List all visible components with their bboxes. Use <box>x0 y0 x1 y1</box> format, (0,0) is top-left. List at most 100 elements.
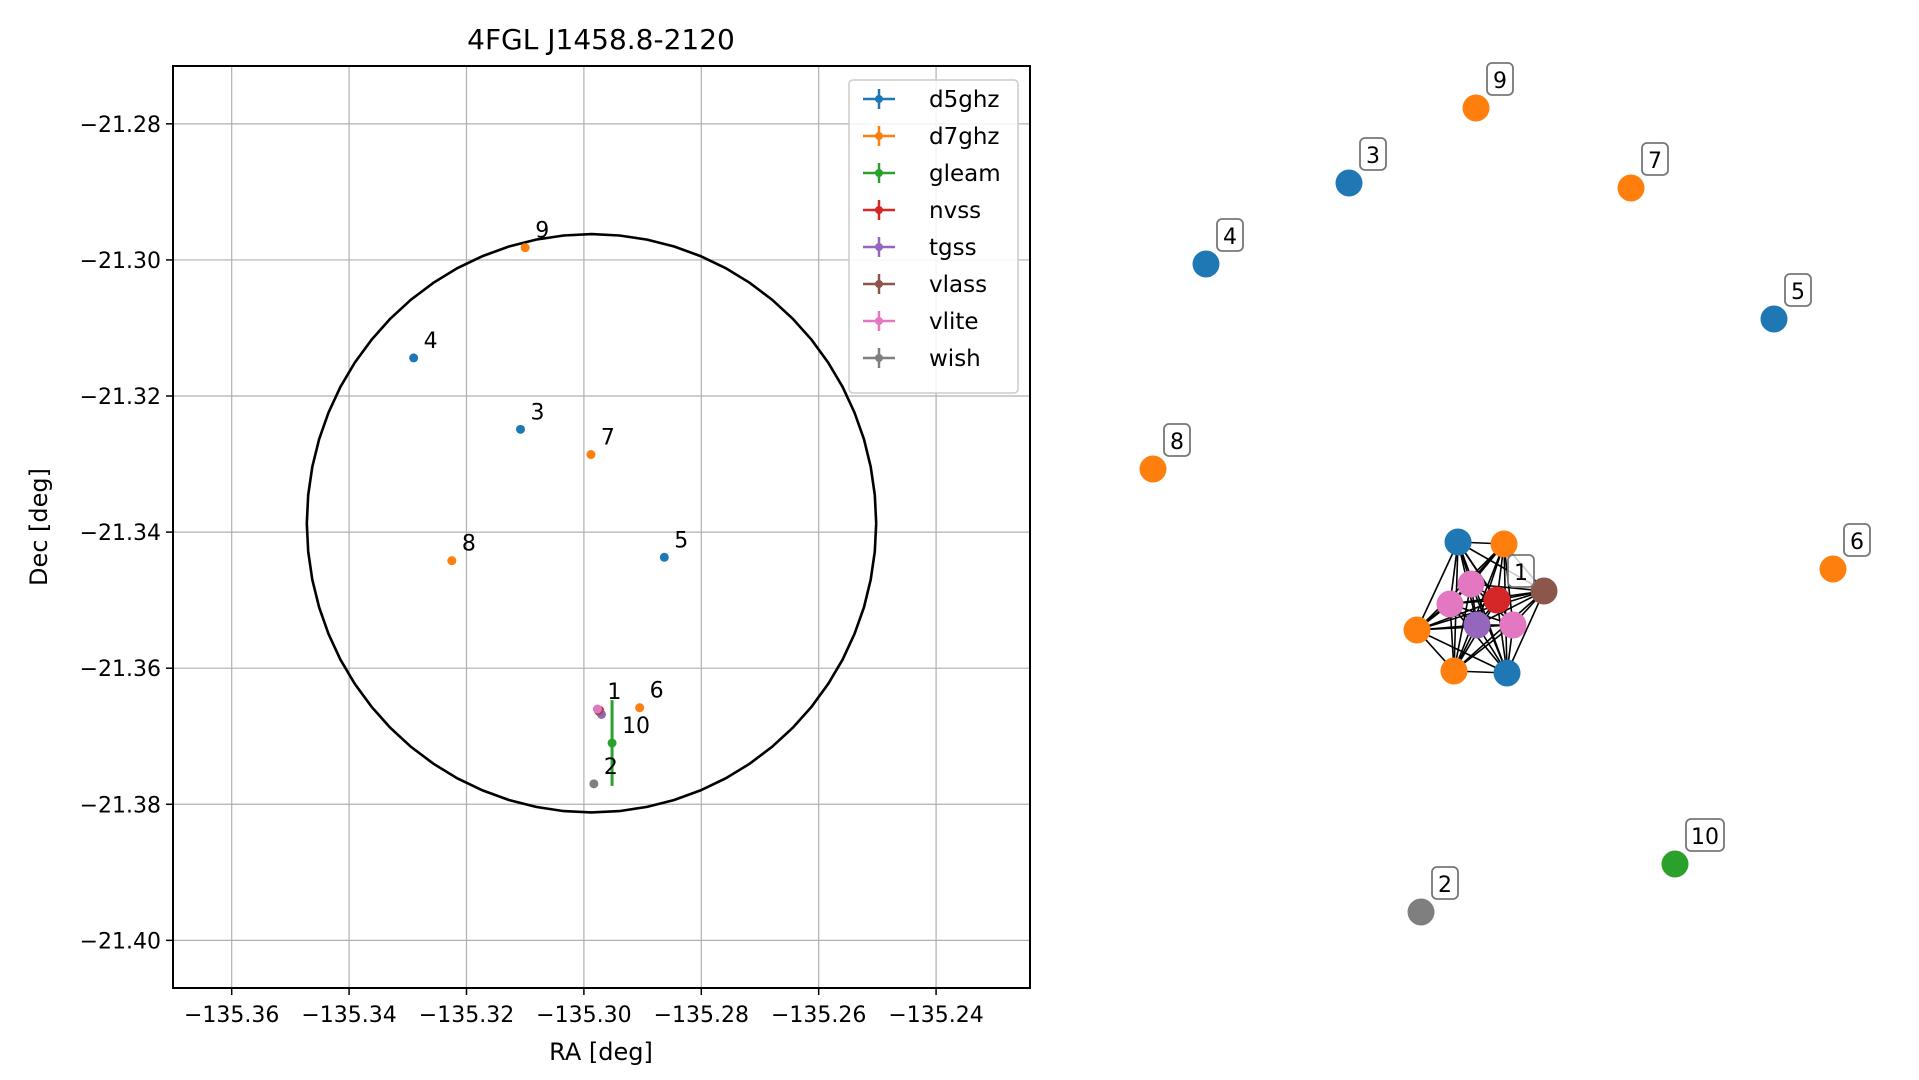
label-box <box>1507 554 1535 588</box>
legend-label: wish <box>929 346 981 372</box>
legend-entry-vlite: vlite <box>863 309 979 335</box>
graph-edge <box>1453 543 1505 672</box>
x-tick-label: −135.30 <box>536 1003 631 1028</box>
graph-node <box>1457 570 1485 598</box>
legend-label: tgss <box>929 235 977 261</box>
legend-entry-d7ghz: d7ghz <box>863 124 999 150</box>
legend-marker-dot <box>875 280 883 288</box>
point-label: 7 <box>601 426 615 451</box>
point-label: 4 <box>424 329 438 354</box>
point-label: 6 <box>650 679 664 704</box>
point-label: 3 <box>530 400 544 425</box>
legend-box <box>848 79 1019 394</box>
point-label: 9 <box>535 219 549 244</box>
data-point-d7ghz <box>635 703 645 713</box>
graph-node-label: 4 <box>1216 218 1244 252</box>
y-tick-label: −21.34 <box>80 521 161 546</box>
legend-marker-dot <box>875 132 883 140</box>
legend-entry-gleam: gleam <box>863 161 1001 187</box>
search-radius-circle <box>305 232 878 814</box>
y-tick-label: −21.30 <box>80 249 161 274</box>
x-tick-label: −135.26 <box>771 1003 866 1028</box>
point-label: 2 <box>604 755 618 780</box>
graph-node <box>1490 530 1518 558</box>
graph-node <box>1483 586 1511 614</box>
graph-node-label: 10 <box>1685 818 1725 852</box>
legend-entry-d5ghz: d5ghz <box>863 87 999 113</box>
label-box <box>1359 137 1387 171</box>
graph-edge <box>1416 629 1508 674</box>
label-text: 6 <box>1850 530 1864 555</box>
graph-node-label: 2 <box>1431 866 1459 900</box>
graph-node <box>1335 169 1363 197</box>
x-ticks: −135.36 −135.34 −135.32 −135.30 −135.28 −135.… <box>184 988 984 1028</box>
label-box <box>1486 62 1514 96</box>
graph-edge <box>1416 541 1459 631</box>
graph-node-label: 3 <box>1359 137 1387 171</box>
legend-label: gleam <box>929 161 1001 187</box>
chart-title: 4FGL J1458.8-2120 <box>467 23 735 56</box>
graph-node-label: 5 <box>1784 273 1812 307</box>
y-tick-label: −21.38 <box>80 793 161 818</box>
label-text: 3 <box>1366 144 1380 169</box>
label-text: 2 <box>1438 873 1452 898</box>
point-label: 5 <box>674 528 688 553</box>
point-label: 10 <box>622 714 650 739</box>
label-text: 7 <box>1648 149 1662 174</box>
legend-label: d7ghz <box>929 124 999 150</box>
label-text: 10 <box>1691 825 1719 850</box>
graph-node <box>1463 611 1491 639</box>
graph-node <box>1530 577 1558 605</box>
legend-marker-dot <box>875 354 883 362</box>
graph-node-label: 9 <box>1486 62 1514 96</box>
graph-edge <box>1449 603 1508 674</box>
label-text: 5 <box>1791 280 1805 305</box>
graph-edge <box>1506 590 1545 674</box>
label-box <box>1431 866 1459 900</box>
axes-frame <box>172 65 1031 989</box>
x-axis-label: RA [deg] <box>549 1038 653 1066</box>
graph-edge <box>1416 590 1545 631</box>
x-tick-label: −135.24 <box>888 1003 983 1028</box>
y-tick-label: −21.40 <box>80 929 161 954</box>
data-point-d5ghz <box>659 552 669 562</box>
legend-label: vlite <box>929 309 979 335</box>
legend-entry-tgss: tgss <box>863 235 977 261</box>
grid <box>173 66 1030 988</box>
graph-node-label: 8 <box>1163 423 1191 457</box>
label-text: 4 <box>1223 225 1237 250</box>
data-point-d7ghz <box>447 556 457 566</box>
data-point-d7ghz <box>586 450 596 460</box>
legend-entry-wish: wish <box>863 346 981 372</box>
legend-marker-dot <box>875 95 883 103</box>
legend-entry-nvss: nvss <box>863 198 981 224</box>
graph-nodes <box>1139 94 1847 926</box>
legend-entry-vlass: vlass <box>863 272 987 298</box>
graph-node <box>1499 611 1527 639</box>
point-label: 8 <box>462 532 476 557</box>
x-tick-label: −135.36 <box>184 1003 279 1028</box>
graph-node <box>1436 590 1464 618</box>
graph-node <box>1760 305 1788 333</box>
label-text: 8 <box>1170 430 1184 455</box>
graph-node <box>1440 657 1468 685</box>
graph-node <box>1617 174 1645 202</box>
label-box <box>1843 523 1871 557</box>
graph-node-label: 1 <box>1507 554 1535 588</box>
y-tick-label: −21.32 <box>80 385 161 410</box>
legend: d5ghz d7ghz gleam nvss tgss vlass vlite wish <box>848 79 1019 394</box>
label-box <box>1685 818 1725 852</box>
y-tick-label: −21.28 <box>80 113 161 138</box>
legend-label: vlass <box>929 272 987 298</box>
graph-node <box>1661 850 1689 878</box>
label-box <box>1163 423 1191 457</box>
label-text: 9 <box>1493 69 1507 94</box>
legend-label: nvss <box>929 198 981 224</box>
data-point-vlite <box>592 704 602 714</box>
graph-node <box>1139 455 1167 483</box>
graph-node-label: 7 <box>1641 142 1669 176</box>
graph-node <box>1407 898 1435 926</box>
